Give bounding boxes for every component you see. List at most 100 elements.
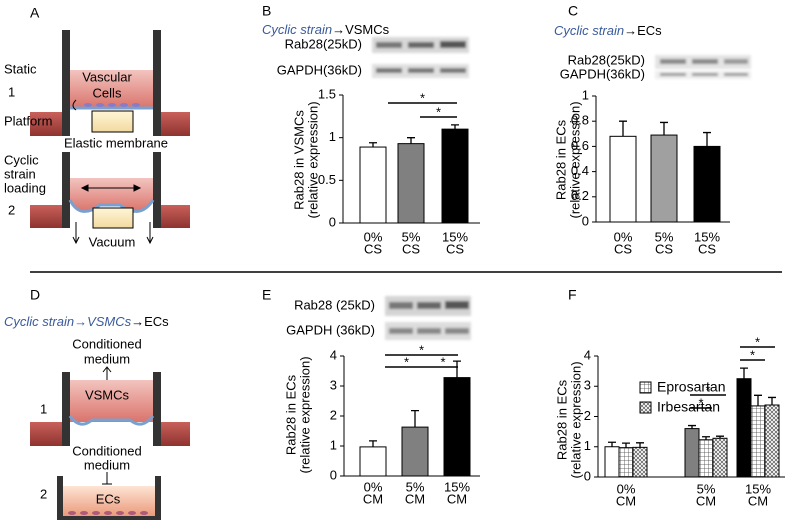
error-bar [660,121,668,136]
y-tick-label: 1 [330,437,337,452]
diagram-text: 1 [8,84,15,99]
y-tick-label: 2 [584,408,591,423]
x-tick-label: 5% [406,479,425,494]
bar [359,446,387,477]
error-bar [608,441,616,447]
significance-label: * [420,90,425,105]
bar [698,439,714,478]
x-tick-label: CM [405,491,425,506]
diagram-d: D Cyclic strain→VSMCs→ECs Conditioned me… [4,287,190,520]
bar [604,446,620,478]
y-tick-label: 3 [330,377,337,392]
legend-swatch [639,401,652,414]
y-tick-label: 2 [330,407,337,422]
diagram-text: Static [4,61,37,76]
y-tick-label: 0.2 [571,188,589,203]
error-bar [703,131,711,147]
significance-label: * [755,334,760,349]
diagram-text: ECs [96,491,121,506]
diagram-text: loading [4,180,46,195]
y-axis-label: Rab28 in ECs [553,119,568,200]
y-axis-label: (relative expression) [567,101,582,218]
x-tick-label: CS [364,241,382,256]
x-tick-label: CS [402,241,420,256]
blots [372,37,751,340]
title-part: →VSMCs [332,22,390,37]
diagram-text: Platform [4,113,52,128]
error-bar [453,360,461,378]
diagram-text: Cells [93,85,122,100]
y-tick-label: 0.4 [571,163,589,178]
x-tick-label: 15% [442,229,468,244]
diagram-text: VSMCs [85,387,130,402]
error-bar [768,396,776,406]
diagram-text: 1 [40,401,47,416]
y-axis-label: (relative expression) [297,356,312,473]
diagram-text: Conditioned [72,443,141,458]
significance-label: * [705,382,710,397]
diagram-text: Conditioned [72,336,141,351]
diagram-text: Vacuum [89,234,136,249]
error-bar [619,120,627,137]
significance-label: * [404,354,409,369]
legend-label: Irbesartan [657,399,720,415]
chart-title: Cyclic strain→VSMCs [262,22,390,37]
diagram-text: medium [84,457,130,472]
blot-label: Rab28 (25kD) [294,297,375,312]
error-bar [740,367,748,379]
panel-label: D [30,287,40,303]
error-bar [622,442,630,448]
x-tick-label: CS [698,241,716,256]
error-bar [716,435,724,439]
y-axis-label: Rab28 in ECs [283,374,298,455]
x-tick-label: 15% [444,479,470,494]
error-bar [411,409,419,428]
bar [397,143,425,224]
x-tick-label: 15% [745,481,771,496]
y-tick-label: 0 [582,213,589,228]
y-tick-label: 4 [330,347,337,362]
y-tick-label: 4 [584,347,591,362]
y-axis-label: Rab28 in VSMCs [291,110,306,210]
x-tick-label: 5% [697,481,716,496]
bar [712,437,728,478]
error-bar [451,124,459,130]
y-tick-label: 0 [330,467,337,482]
bar [618,447,634,478]
x-tick-label: 5% [655,229,674,244]
bar [359,146,387,224]
title-part: →ECs [624,23,662,38]
diagram-title: Cyclic strain→VSMCs→ECs [4,314,169,329]
x-tick-label: CM [447,491,467,506]
diagram-text: strain [4,166,36,181]
diagram-text: Cyclic [4,152,39,167]
blot-label: GAPDH(36kD) [277,62,362,77]
y-tick-label: 0.5 [318,172,336,187]
legend-label: Eprosartan [657,379,725,395]
blot-label: Rab28(25kD) [568,52,645,67]
panel-label: A [30,5,40,21]
chart-title: Cyclic strain→ECs [554,23,662,38]
y-axis-label: Rab28 in ECs [554,379,569,460]
x-tick-label: 0% [364,229,383,244]
y-tick-label: 1 [582,87,589,102]
x-tick-label: CS [446,241,464,256]
diagram-text: Vascular [82,69,132,84]
x-tick-label: CM [363,491,383,506]
panel-label: C [568,3,578,19]
significance-label: * [750,347,755,362]
bar [693,145,721,223]
y-axis-label: (relative expression) [568,361,583,478]
bar [632,446,648,478]
legend-swatch [639,381,652,394]
diagram-a: A Static 1 Vascular Cells Platform Elast… [4,5,190,249]
bar [750,405,766,478]
y-tick-label: 0.6 [571,138,589,153]
x-tick-label: CS [655,241,673,256]
x-tick-label: 0% [364,479,383,494]
bar [443,377,471,477]
diagram-text: medium [84,351,130,366]
y-tick-label: 0 [329,214,336,229]
y-axis-label: (relative expression) [305,101,320,218]
